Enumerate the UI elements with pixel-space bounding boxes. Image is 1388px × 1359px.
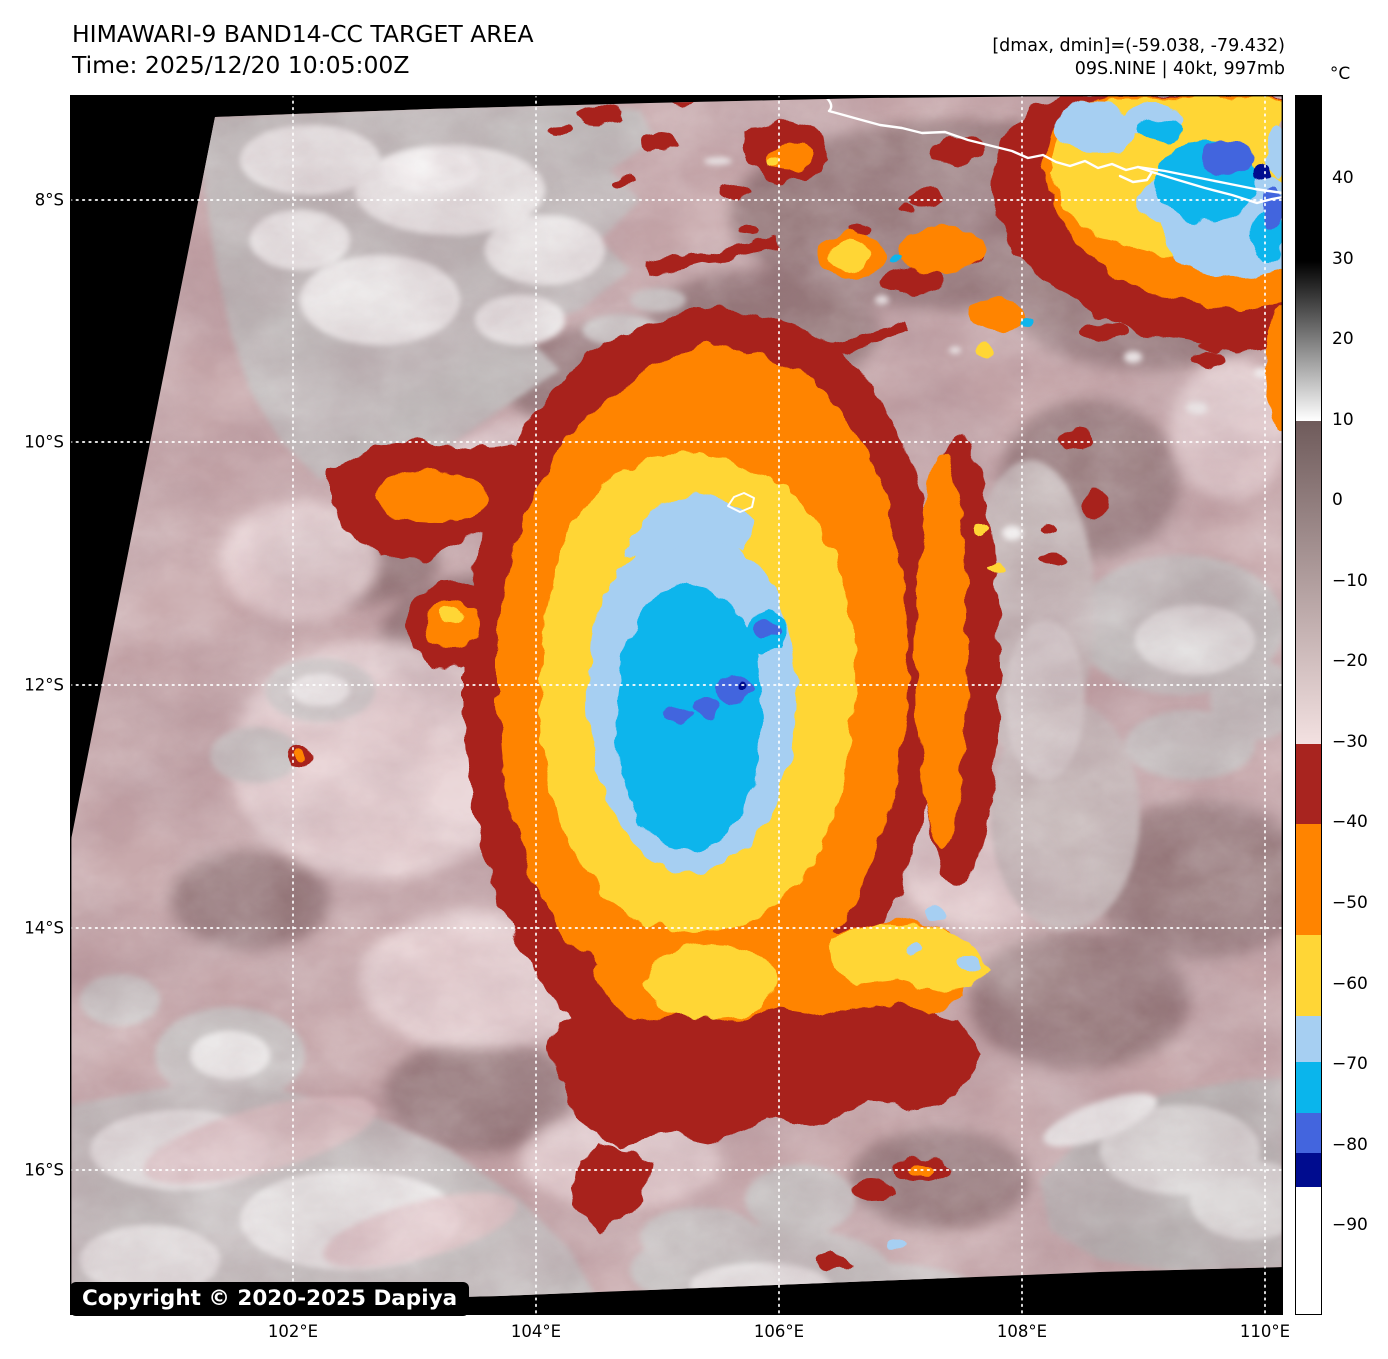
colorbar-segment [1296, 1062, 1321, 1113]
cb-tick: 40 [1332, 168, 1354, 188]
colorbar-segment [1296, 96, 1321, 261]
coastline [727, 95, 1283, 513]
lon-tick-104e: 104°E [510, 1322, 562, 1341]
copyright-badge: Copyright © 2020-2025 Dapiya [70, 1282, 470, 1316]
cb-tick: −80 [1332, 1135, 1368, 1155]
cb-tick: −70 [1332, 1054, 1368, 1074]
cb-tick: −20 [1332, 651, 1368, 671]
colorbar-segment [1296, 1153, 1321, 1187]
colorbar-segment [1296, 261, 1321, 421]
lat-tick-12s: 12°S [24, 675, 64, 695]
valid-time: Time: 2025/12/20 10:05:00Z [72, 51, 410, 79]
colorbar-segment [1296, 1187, 1321, 1314]
colorbar-unit-label: °C [1329, 64, 1351, 84]
cb-tick: 20 [1332, 329, 1354, 349]
cb-tick: −30 [1332, 732, 1368, 752]
cb-tick: −90 [1332, 1215, 1368, 1235]
cold-tops-minus76 [661, 139, 1283, 725]
cb-tick: −50 [1332, 893, 1368, 913]
dmax-dmin-readout: [dmax, dmin]=(-59.038, -79.432) [992, 36, 1285, 56]
axes-frame [70, 95, 1283, 1315]
page-title: HIMAWARI-9 BAND14-CC TARGET AREA [72, 20, 534, 48]
lon-tick-106e: 106°E [753, 1322, 805, 1341]
colorbar-segment [1296, 824, 1321, 935]
cb-tick: −10 [1332, 571, 1368, 591]
lon-tick-108e: 108°E [996, 1322, 1048, 1341]
cb-tick: 10 [1332, 410, 1354, 430]
swath-imagery [70, 95, 1283, 1306]
satellite-image [70, 95, 1283, 1315]
lat-tick-14s: 14°S [24, 918, 64, 938]
lat-tick-10s: 10°S [24, 432, 64, 452]
cb-tick: 0 [1332, 490, 1343, 510]
cold-tops-minus81 [736, 165, 1272, 692]
cb-tick: 30 [1332, 249, 1354, 269]
colorbar-segment [1296, 1113, 1321, 1153]
colorbar-segment [1296, 1016, 1321, 1062]
storm-intensity-readout: 09S.NINE | 40kt, 997mb [1074, 59, 1285, 79]
island-outline [727, 492, 755, 513]
lat-tick-16s: 16°S [24, 1160, 64, 1180]
lon-tick-102e: 102°E [267, 1322, 319, 1341]
lon-tick-110e: 110°E [1239, 1322, 1291, 1341]
colorbar-segment [1296, 744, 1321, 824]
temperature-colorbar [1295, 95, 1322, 1315]
lat-tick-8s: 8°S [34, 190, 64, 210]
graticule [70, 95, 1283, 1315]
cb-tick: −40 [1332, 812, 1368, 832]
colorbar-segment [1296, 421, 1321, 744]
map-canvas [70, 95, 1283, 1315]
cb-tick: −60 [1332, 974, 1368, 994]
colorbar-segment [1296, 935, 1321, 1016]
